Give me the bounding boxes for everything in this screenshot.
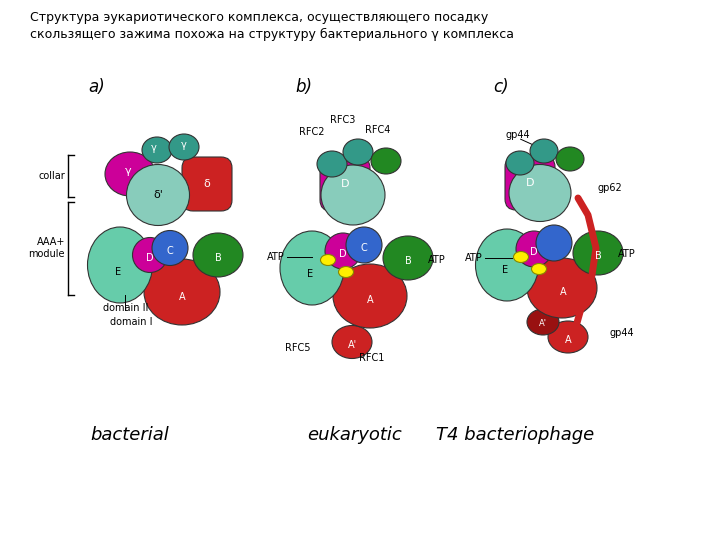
Text: AAA+
module: AAA+ module (29, 237, 65, 259)
Text: B: B (405, 256, 411, 266)
Text: domain II: domain II (103, 303, 148, 313)
Text: Структура эукариотического комплекса, осуществляющего посадку: Структура эукариотического комплекса, ос… (30, 11, 488, 24)
Text: B: B (215, 253, 221, 263)
Text: E: E (307, 269, 313, 279)
Ellipse shape (346, 227, 382, 263)
FancyBboxPatch shape (505, 156, 555, 210)
Text: C: C (361, 243, 367, 253)
FancyBboxPatch shape (320, 157, 370, 211)
Text: RFC1: RFC1 (359, 353, 384, 363)
Text: A': A' (539, 320, 547, 328)
Ellipse shape (343, 139, 373, 165)
Text: γ: γ (125, 166, 131, 176)
Text: RFC4: RFC4 (365, 125, 391, 135)
Text: T4 bacteriophage: T4 bacteriophage (436, 426, 594, 444)
Text: D: D (341, 179, 349, 189)
Text: gp44: gp44 (610, 328, 634, 338)
Ellipse shape (332, 326, 372, 359)
FancyBboxPatch shape (182, 157, 232, 211)
Ellipse shape (475, 229, 539, 301)
Text: gp62: gp62 (598, 183, 623, 193)
Ellipse shape (169, 134, 199, 160)
Text: bacterial: bacterial (91, 426, 169, 444)
Ellipse shape (530, 139, 558, 163)
Ellipse shape (338, 267, 354, 278)
Text: D: D (526, 178, 534, 188)
Ellipse shape (531, 264, 546, 274)
Ellipse shape (144, 259, 220, 325)
Text: RFC5: RFC5 (285, 343, 311, 353)
Ellipse shape (516, 231, 552, 267)
Text: A: A (179, 292, 185, 302)
Ellipse shape (383, 236, 433, 280)
Text: γ: γ (181, 140, 187, 150)
Ellipse shape (548, 321, 588, 353)
Ellipse shape (132, 238, 168, 273)
Text: b): b) (295, 78, 312, 96)
Text: a): a) (88, 78, 104, 96)
Ellipse shape (320, 254, 336, 266)
Ellipse shape (556, 147, 584, 171)
Ellipse shape (193, 233, 243, 277)
Ellipse shape (509, 165, 571, 221)
Text: eukaryotic: eukaryotic (307, 426, 402, 444)
Text: γ: γ (151, 143, 157, 153)
Text: A: A (564, 335, 571, 345)
Text: D: D (530, 247, 538, 257)
Ellipse shape (321, 165, 385, 225)
Text: RFC2: RFC2 (300, 127, 325, 137)
Ellipse shape (527, 309, 559, 335)
Text: A: A (366, 295, 373, 305)
Text: gp44: gp44 (505, 130, 531, 140)
Text: ATP: ATP (618, 249, 636, 259)
Ellipse shape (142, 137, 172, 163)
Ellipse shape (371, 148, 401, 174)
Text: C: C (166, 246, 174, 256)
Text: скользящего зажима похожа на структуру бактериального γ комплекса: скользящего зажима похожа на структуру б… (30, 28, 514, 40)
Text: RFC3: RFC3 (330, 115, 356, 125)
Text: E: E (502, 265, 508, 275)
Ellipse shape (506, 151, 534, 175)
Text: A': A' (348, 340, 356, 350)
Text: ATP: ATP (428, 255, 446, 265)
Ellipse shape (317, 151, 347, 177)
Text: E: E (115, 267, 121, 277)
Ellipse shape (127, 165, 189, 226)
Text: A: A (559, 287, 567, 297)
Ellipse shape (88, 227, 153, 303)
Text: c): c) (493, 78, 508, 96)
Ellipse shape (152, 231, 188, 266)
Text: δ: δ (204, 179, 210, 189)
Ellipse shape (527, 258, 597, 318)
Text: D: D (146, 253, 154, 263)
Text: ATP: ATP (267, 252, 285, 262)
Ellipse shape (573, 231, 623, 275)
Text: B: B (595, 251, 601, 261)
Ellipse shape (280, 231, 344, 305)
Text: δ': δ' (153, 190, 163, 200)
Text: collar: collar (38, 171, 65, 181)
Ellipse shape (333, 264, 407, 328)
Ellipse shape (536, 225, 572, 261)
Text: ATP: ATP (465, 253, 483, 263)
Text: domain I: domain I (110, 317, 153, 327)
Ellipse shape (325, 233, 361, 269)
Ellipse shape (105, 152, 155, 196)
Ellipse shape (513, 252, 528, 262)
Text: D: D (339, 249, 347, 259)
